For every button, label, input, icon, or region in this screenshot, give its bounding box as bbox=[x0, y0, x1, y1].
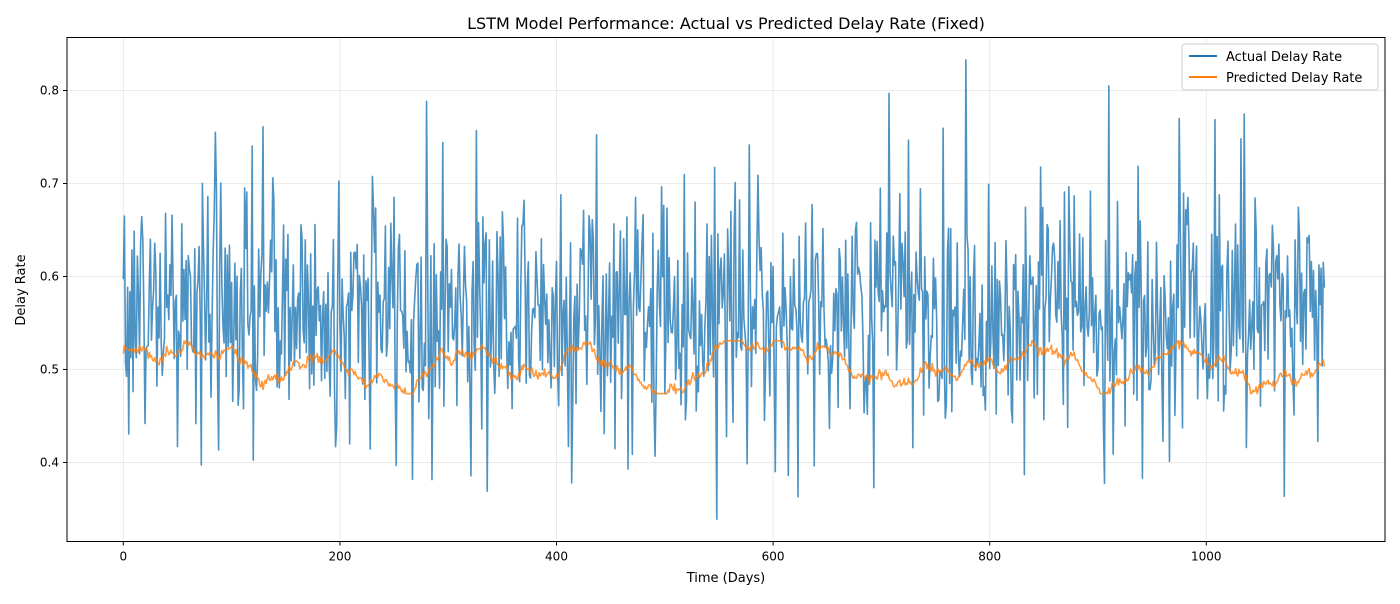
ticks: 0 200 400 600 800 1000 0.4 0.5 0.6 0.7 0.8 bbox=[40, 84, 1222, 564]
y-tick-label: 0.7 bbox=[40, 176, 59, 190]
legend-label-predicted: Predicted Delay Rate bbox=[1226, 71, 1362, 86]
x-tick-label: 0 bbox=[119, 550, 127, 564]
series-line-predicted bbox=[122, 339, 1326, 395]
x-tick-label: 400 bbox=[545, 550, 568, 564]
series-line-actual bbox=[122, 59, 1326, 520]
chart-title: LSTM Model Performance: Actual vs Predic… bbox=[467, 14, 985, 33]
y-tick-label: 0.5 bbox=[40, 362, 59, 376]
y-tick-label: 0.6 bbox=[40, 269, 59, 283]
x-tick-label: 800 bbox=[978, 550, 1001, 564]
x-tick-label: 200 bbox=[328, 550, 351, 564]
y-tick-label: 0.4 bbox=[40, 455, 59, 469]
legend-label-actual: Actual Delay Rate bbox=[1226, 50, 1342, 65]
y-axis-label: Delay Rate bbox=[14, 254, 29, 325]
y-tick-label: 0.8 bbox=[40, 84, 59, 98]
x-tick-label: 1000 bbox=[1191, 550, 1222, 564]
legend-box bbox=[1181, 43, 1379, 91]
x-axis-label: Time (Days) bbox=[686, 571, 766, 586]
legend: Actual Delay Rate Predicted Delay Rate bbox=[1181, 43, 1379, 91]
series-layer bbox=[122, 59, 1326, 520]
x-tick-label: 600 bbox=[762, 550, 785, 564]
plot-frame bbox=[66, 37, 1386, 542]
